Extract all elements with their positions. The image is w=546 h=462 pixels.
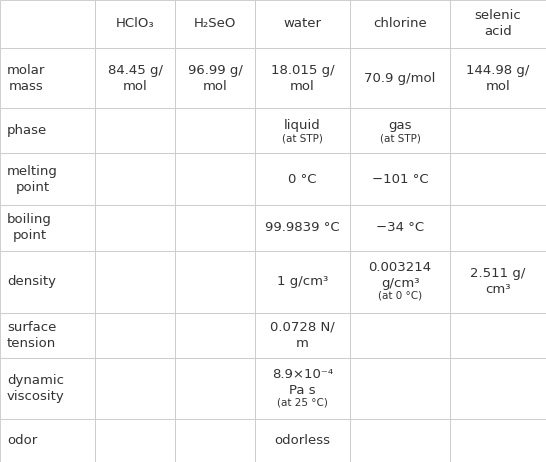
Bar	[350, 358, 450, 419]
Text: 0.003214
g/cm³: 0.003214 g/cm³	[369, 261, 431, 290]
Bar	[255, 250, 350, 313]
Bar	[175, 206, 255, 250]
Bar	[0, 48, 95, 109]
Text: 99.9839 °C: 99.9839 °C	[265, 221, 340, 235]
Bar	[450, 48, 546, 109]
Text: odorless: odorless	[275, 434, 330, 447]
Text: H₂SeO: H₂SeO	[194, 18, 236, 30]
Bar	[175, 358, 255, 419]
Bar	[255, 0, 350, 48]
Bar	[175, 419, 255, 462]
Bar	[0, 313, 95, 358]
Bar	[450, 109, 546, 153]
Text: 0 °C: 0 °C	[288, 173, 317, 186]
Text: gas: gas	[388, 119, 412, 132]
Text: density: density	[7, 275, 56, 288]
Text: phase: phase	[7, 124, 48, 137]
Bar	[95, 0, 175, 48]
Bar	[350, 48, 450, 109]
Text: melting
point: melting point	[7, 165, 58, 194]
Bar	[350, 0, 450, 48]
Text: water: water	[283, 18, 322, 30]
Bar	[255, 153, 350, 206]
Text: odor: odor	[7, 434, 37, 447]
Bar	[255, 206, 350, 250]
Bar	[0, 250, 95, 313]
Bar	[350, 250, 450, 313]
Text: (at STP): (at STP)	[379, 134, 420, 143]
Bar	[255, 358, 350, 419]
Bar	[350, 153, 450, 206]
Text: 18.015 g/
mol: 18.015 g/ mol	[271, 63, 334, 92]
Bar	[175, 0, 255, 48]
Text: molar
mass: molar mass	[7, 63, 45, 92]
Bar	[95, 48, 175, 109]
Text: surface
tension: surface tension	[7, 321, 56, 350]
Bar	[0, 358, 95, 419]
Text: 96.99 g/
mol: 96.99 g/ mol	[188, 63, 242, 92]
Bar	[95, 358, 175, 419]
Bar	[450, 206, 546, 250]
Text: chlorine: chlorine	[373, 18, 427, 30]
Bar	[175, 48, 255, 109]
Bar	[95, 109, 175, 153]
Text: (at STP): (at STP)	[282, 134, 323, 143]
Bar	[175, 313, 255, 358]
Bar	[350, 419, 450, 462]
Bar	[175, 153, 255, 206]
Bar	[450, 153, 546, 206]
Text: 84.45 g/
mol: 84.45 g/ mol	[108, 63, 163, 92]
Text: −101 °C: −101 °C	[372, 173, 428, 186]
Text: HClO₃: HClO₃	[116, 18, 155, 30]
Text: 8.9×10⁻⁴
Pa s: 8.9×10⁻⁴ Pa s	[272, 368, 333, 397]
Bar	[0, 153, 95, 206]
Text: liquid: liquid	[284, 119, 321, 132]
Bar	[95, 250, 175, 313]
Text: selenic
acid: selenic acid	[474, 9, 521, 38]
Bar	[175, 250, 255, 313]
Bar	[175, 109, 255, 153]
Bar	[450, 313, 546, 358]
Bar	[255, 313, 350, 358]
Bar	[95, 153, 175, 206]
Bar	[95, 419, 175, 462]
Bar	[350, 206, 450, 250]
Bar	[350, 109, 450, 153]
Text: 70.9 g/mol: 70.9 g/mol	[364, 72, 436, 85]
Bar	[255, 48, 350, 109]
Bar	[450, 250, 546, 313]
Bar	[255, 109, 350, 153]
Text: (at 0 °C): (at 0 °C)	[378, 291, 422, 301]
Bar	[0, 109, 95, 153]
Text: −34 °C: −34 °C	[376, 221, 424, 235]
Text: 0.0728 N/
m: 0.0728 N/ m	[270, 321, 335, 350]
Bar	[450, 419, 546, 462]
Text: 1 g/cm³: 1 g/cm³	[277, 275, 328, 288]
Bar	[0, 0, 95, 48]
Bar	[95, 206, 175, 250]
Text: 144.98 g/
mol: 144.98 g/ mol	[466, 63, 530, 92]
Bar	[450, 358, 546, 419]
Bar	[350, 313, 450, 358]
Bar	[450, 0, 546, 48]
Text: dynamic
viscosity: dynamic viscosity	[7, 374, 65, 403]
Text: boiling
point: boiling point	[7, 213, 52, 243]
Bar	[0, 419, 95, 462]
Bar	[95, 313, 175, 358]
Text: (at 25 °C): (at 25 °C)	[277, 397, 328, 407]
Text: 2.511 g/
cm³: 2.511 g/ cm³	[470, 267, 526, 296]
Bar	[255, 419, 350, 462]
Bar	[0, 206, 95, 250]
